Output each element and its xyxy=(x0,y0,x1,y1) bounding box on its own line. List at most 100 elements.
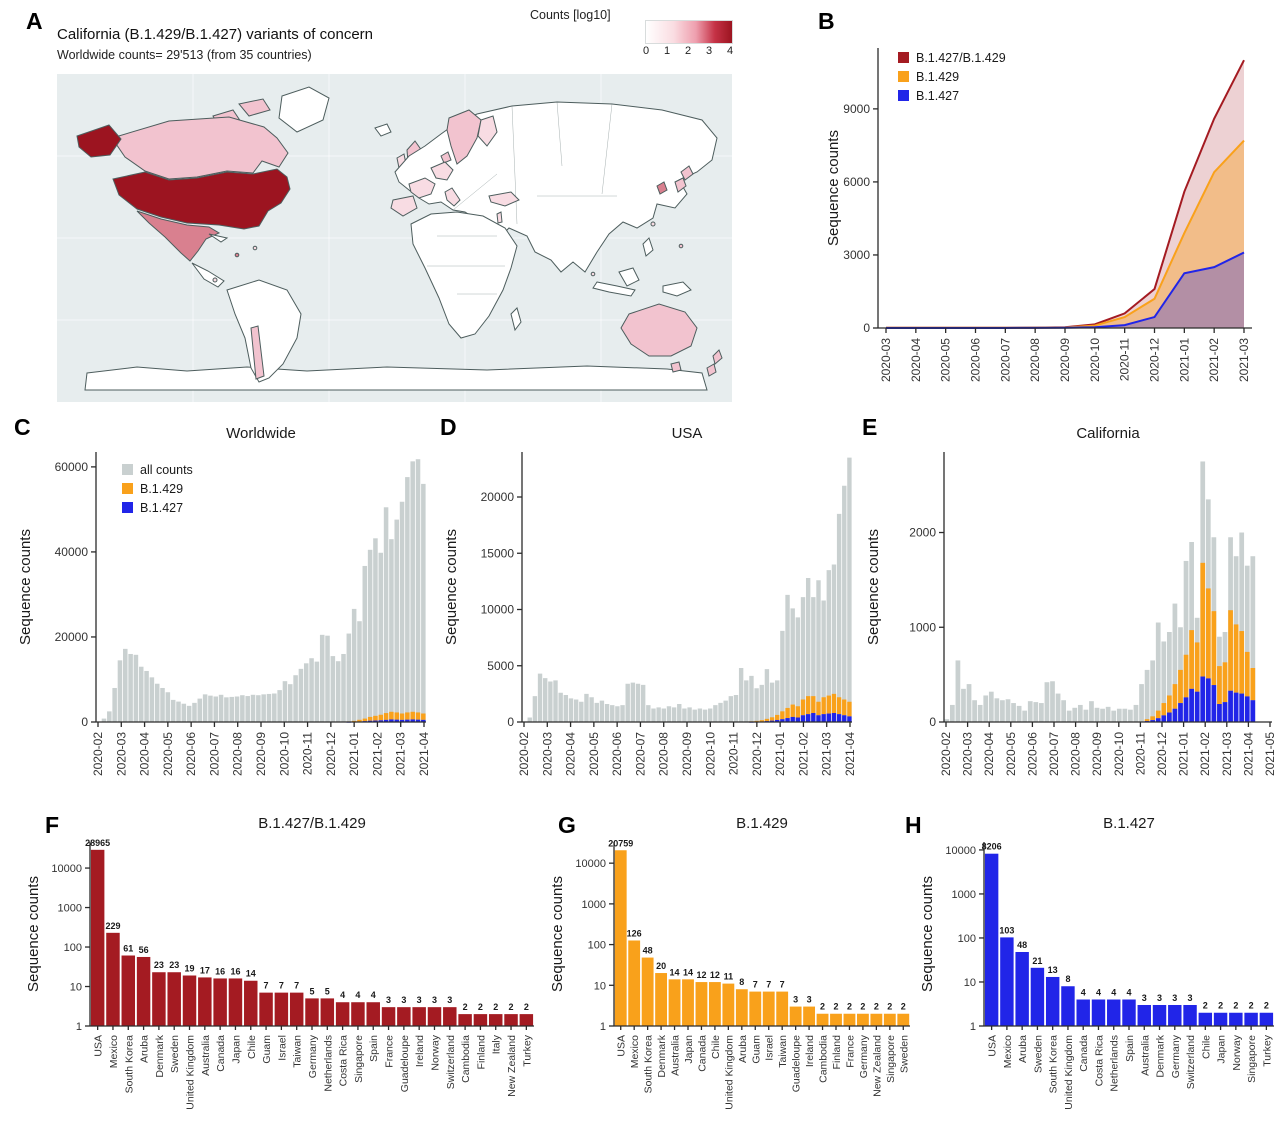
svg-text:South Korea: South Korea xyxy=(643,1035,655,1094)
svg-text:3: 3 xyxy=(1157,993,1162,1003)
svg-text:USA: USA xyxy=(672,425,703,442)
svg-text:Sweden: Sweden xyxy=(169,1035,181,1073)
guam xyxy=(678,243,684,249)
new-zealand xyxy=(712,349,723,365)
denmark xyxy=(440,151,452,164)
svg-text:Denmark: Denmark xyxy=(154,1034,166,1077)
svg-text:2020-08: 2020-08 xyxy=(657,732,671,776)
panel-f-country-chart: B.1.427/B.1.429 28965 USA 229 Mexico 61 South … xyxy=(25,815,534,1110)
scandinavia xyxy=(446,109,482,165)
svg-text:2021-05: 2021-05 xyxy=(1263,732,1277,776)
svg-text:10000: 10000 xyxy=(945,845,976,857)
map-subtitle: Worldwide counts= 29'513 (from 35 countr… xyxy=(57,48,312,62)
svg-text:0: 0 xyxy=(863,321,870,335)
svg-text:2021-01: 2021-01 xyxy=(347,732,361,776)
svg-text:5000: 5000 xyxy=(487,659,514,673)
legend-tick: 1 xyxy=(663,45,671,57)
svg-text:2: 2 xyxy=(833,1002,838,1012)
svg-text:Guadeloupe: Guadeloupe xyxy=(399,1035,411,1092)
alaska-usa xyxy=(76,124,122,158)
svg-text:3: 3 xyxy=(447,995,452,1005)
svg-text:2: 2 xyxy=(901,1002,906,1012)
svg-text:Singapore: Singapore xyxy=(1246,1035,1258,1083)
map-legend-ticks: 0 1 2 3 4 xyxy=(640,45,736,57)
svg-text:21: 21 xyxy=(1032,956,1042,966)
svg-text:1: 1 xyxy=(600,1021,606,1033)
svg-text:5: 5 xyxy=(325,986,330,996)
cuba xyxy=(208,233,229,243)
svg-text:11: 11 xyxy=(724,972,734,982)
panel-d-usa-chart: USA 0 5000 10000 15000 20000 2020-02 2020-03 202… xyxy=(443,425,857,776)
svg-text:Australia: Australia xyxy=(670,1035,682,1076)
svg-text:14: 14 xyxy=(670,967,680,977)
svg-text:126: 126 xyxy=(627,928,642,938)
svg-text:2021-02: 2021-02 xyxy=(370,732,384,776)
svg-text:2: 2 xyxy=(847,1002,852,1012)
svg-text:20000: 20000 xyxy=(55,630,89,644)
svg-text:Australia: Australia xyxy=(200,1035,212,1076)
japan xyxy=(680,165,694,181)
svg-text:7: 7 xyxy=(264,981,269,991)
svg-text:Taiwan: Taiwan xyxy=(292,1035,304,1068)
usa xyxy=(112,168,291,230)
svg-text:3: 3 xyxy=(1188,993,1193,1003)
svg-text:2020-02: 2020-02 xyxy=(939,732,953,776)
svg-text:South Korea: South Korea xyxy=(123,1035,135,1094)
svg-text:New Zealand: New Zealand xyxy=(506,1035,518,1097)
svg-text:Guadeloupe: Guadeloupe xyxy=(791,1035,803,1092)
costa-rica xyxy=(212,277,218,283)
svg-text:2: 2 xyxy=(493,1002,498,1012)
map-legend-title: Counts [log10] xyxy=(530,8,611,22)
svg-text:2020-04: 2020-04 xyxy=(909,338,923,382)
svg-text:USA: USA xyxy=(987,1035,999,1057)
svg-text:20: 20 xyxy=(656,961,666,971)
svg-text:2020-09: 2020-09 xyxy=(1058,338,1072,382)
panel-b-area-chart: 0 3000 6000 9000 2020-03 2020-04 2020-05 2020-0… xyxy=(826,48,1252,382)
canada xyxy=(111,116,289,180)
panel-e-california-chart: California 0 1000 2000 2020-02 2020-03 2020-04… xyxy=(865,425,1277,776)
svg-text:3000: 3000 xyxy=(843,248,870,262)
svg-text:7: 7 xyxy=(766,980,771,990)
svg-text:4: 4 xyxy=(371,990,376,1000)
svg-text:2021-04: 2021-04 xyxy=(843,732,857,776)
philippines xyxy=(642,237,654,257)
svg-text:2: 2 xyxy=(1264,1001,1269,1011)
svg-text:60000: 60000 xyxy=(55,460,89,474)
singapore xyxy=(590,271,596,277)
panel-letter-h: H xyxy=(905,812,922,838)
svg-text:2020-04: 2020-04 xyxy=(564,732,578,776)
svg-text:16: 16 xyxy=(230,966,240,976)
svg-text:20000: 20000 xyxy=(481,490,515,504)
indonesia xyxy=(592,281,636,297)
antarctica xyxy=(84,365,708,391)
svg-text:Netherlands: Netherlands xyxy=(1109,1035,1121,1092)
iceland xyxy=(374,123,392,137)
svg-text:5: 5 xyxy=(309,986,314,996)
svg-text:Worldwide: Worldwide xyxy=(226,425,296,442)
panel-letter-g: G xyxy=(558,812,576,838)
svg-text:Cambodia: Cambodia xyxy=(818,1035,830,1083)
svg-text:Sequence counts: Sequence counts xyxy=(443,529,460,645)
svg-text:2020-05: 2020-05 xyxy=(939,338,953,382)
svg-text:Switzerland: Switzerland xyxy=(445,1035,457,1089)
svg-text:2020-12: 2020-12 xyxy=(750,732,764,776)
svg-text:2: 2 xyxy=(874,1002,879,1012)
svg-text:17: 17 xyxy=(200,965,210,975)
svg-text:Switzerland: Switzerland xyxy=(1185,1035,1197,1089)
svg-text:2: 2 xyxy=(820,1002,825,1012)
svg-text:2020-10: 2020-10 xyxy=(1112,732,1126,776)
canada-arctic xyxy=(238,98,271,117)
svg-text:2: 2 xyxy=(478,1002,483,1012)
svg-text:Chile: Chile xyxy=(1200,1035,1212,1059)
svg-text:B.1.429: B.1.429 xyxy=(736,815,788,832)
svg-text:2020-05: 2020-05 xyxy=(1004,732,1018,776)
panel-h-country-chart: B.1.4278206USA103Mexico48Aruba21Sweden13… xyxy=(919,815,1274,1110)
svg-text:0: 0 xyxy=(507,715,514,729)
svg-text:2021-01: 2021-01 xyxy=(773,732,787,776)
chile xyxy=(250,325,265,380)
svg-text:2020-08: 2020-08 xyxy=(231,732,245,776)
svg-text:2020-05: 2020-05 xyxy=(587,732,601,776)
svg-text:1000: 1000 xyxy=(952,889,976,901)
svg-text:Canada: Canada xyxy=(696,1035,708,1072)
svg-text:2: 2 xyxy=(1233,1001,1238,1011)
